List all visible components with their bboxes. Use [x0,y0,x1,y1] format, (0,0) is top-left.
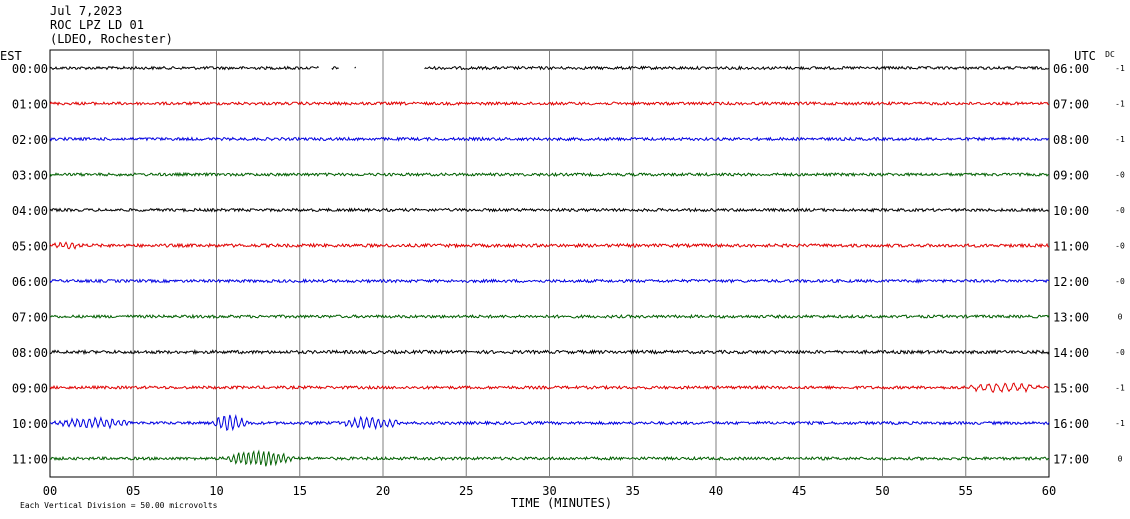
dc-offset-label: -0 [1115,206,1125,215]
utc-time-label: 13:00 [1053,311,1089,325]
trace-line [49,382,1050,394]
utc-time-label: 15:00 [1053,382,1089,396]
station-label: ROC LPZ LD 01 [50,18,144,32]
est-axis-label: EST [0,49,22,63]
x-tick-label: 45 [792,484,806,498]
date-label: Jul 7,2023 [50,4,123,18]
est-time-label: 10:00 [12,417,48,431]
dc-offset-label: -1 [1115,135,1125,144]
trace-line [49,348,1050,356]
utc-time-label: 06:00 [1053,62,1089,76]
utc-time-label: 17:00 [1053,453,1089,467]
x-tick-label: 25 [459,484,473,498]
x-tick-label: 05 [126,484,140,498]
dc-offset-label: 0 [1118,313,1123,322]
trace-line [49,313,1050,320]
est-time-label: 07:00 [12,311,48,325]
x-tick-label: 60 [1042,484,1056,498]
trace-line [49,449,1050,467]
est-time-label: 03:00 [12,169,48,183]
trace-line [49,207,1050,213]
utc-axis-label: UTC [1074,49,1096,63]
trace-line [49,136,1050,142]
dc-offset-label: -1 [1115,419,1125,428]
scale-note: Each Vertical Division = 50.00 microvolt… [20,501,218,510]
est-time-label: 04:00 [12,204,48,218]
utc-time-label: 16:00 [1053,417,1089,431]
utc-time-label: 08:00 [1053,133,1089,147]
x-tick-label: 40 [709,484,723,498]
est-time-label: 05:00 [12,240,48,254]
trace-line [49,100,1050,107]
trace-line [49,278,1049,284]
utc-time-label: 12:00 [1053,275,1089,289]
dc-offset-label: -1 [1115,384,1125,393]
dc-offset-label: -1 [1115,100,1125,109]
trace-line [49,65,1050,71]
dc-offset-label: -0 [1115,242,1125,251]
dc-offset-label: -0 [1115,348,1125,357]
est-time-label: 00:00 [12,62,48,76]
dc-offset-label: -0 [1115,171,1125,180]
trace-line [49,413,1050,432]
x-tick-label: 00 [43,484,57,498]
x-tick-label: 30 [542,484,556,498]
utc-time-label: 07:00 [1053,98,1089,112]
est-time-label: 01:00 [12,98,48,112]
dc-offset-label: 0 [1118,455,1123,464]
dc-column-label: DC [1105,50,1115,59]
x-tick-label: 15 [293,484,307,498]
utc-time-label: 11:00 [1053,240,1089,254]
est-time-label: 06:00 [12,275,48,289]
utc-time-label: 09:00 [1053,169,1089,183]
est-time-label: 02:00 [12,133,48,147]
trace-line [49,171,1050,178]
x-tick-label: 35 [626,484,640,498]
network-label: (LDEO, Rochester) [50,32,173,46]
x-axis-label: TIME (MINUTES) [511,496,612,510]
x-tick-label: 50 [875,484,889,498]
dc-offset-label: -1 [1115,64,1125,73]
x-tick-label: 20 [376,484,390,498]
est-time-label: 11:00 [12,453,48,467]
x-tick-label: 10 [209,484,223,498]
est-time-label: 09:00 [12,382,48,396]
trace-line [49,241,1050,250]
dc-offset-label: -0 [1115,277,1125,286]
x-tick-label: 55 [959,484,973,498]
utc-time-label: 10:00 [1053,204,1089,218]
utc-time-label: 14:00 [1053,346,1089,360]
est-time-label: 08:00 [12,346,48,360]
